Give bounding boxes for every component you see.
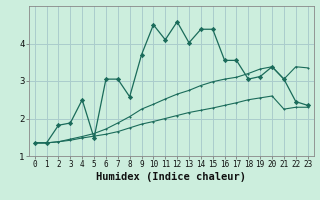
X-axis label: Humidex (Indice chaleur): Humidex (Indice chaleur) [96,172,246,182]
